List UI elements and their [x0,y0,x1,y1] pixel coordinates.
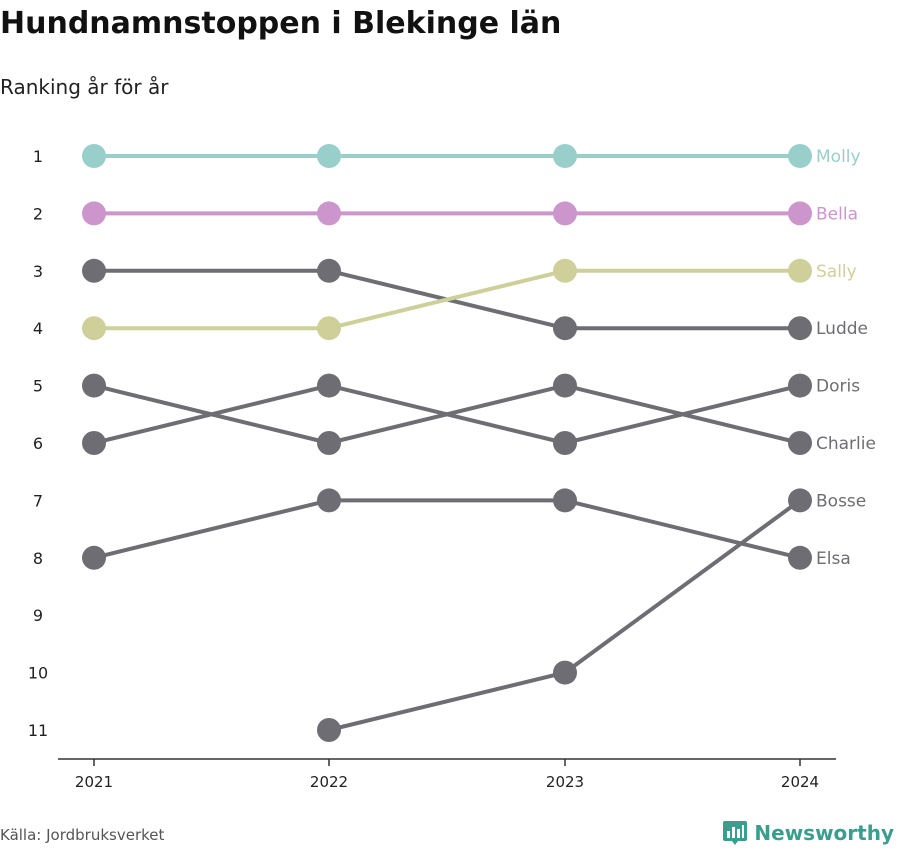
series-label-charlie: Charlie [816,434,876,454]
data-point-ludde [82,258,106,283]
data-point-bella [317,201,341,226]
series-line-elsa [92,498,802,560]
chart-title: Hundnamnstoppen i Blekinge län [0,6,562,41]
brand-logo[interactable]: Newsworthy [722,820,894,846]
series-line-bosse [327,498,802,732]
data-point-doris [788,373,812,398]
data-point-molly [82,144,106,168]
data-point-elsa [788,545,812,570]
y-tick-label: 7 [33,491,43,510]
data-point-sally [82,316,106,341]
y-tick-label: 6 [33,434,43,453]
series-line-charlie [92,383,802,445]
y-tick-label: 2 [33,204,43,223]
y-tick-label: 8 [33,549,43,568]
data-point-doris [553,431,577,455]
x-tick-label: 2024 [781,773,819,791]
data-point-charlie [317,431,341,455]
data-point-sally [788,258,812,283]
series-label-ludde: Ludde [816,319,868,339]
data-point-sally [553,258,577,283]
x-tick-label: 2022 [310,773,348,791]
data-point-elsa [82,545,106,570]
data-point-doris [82,431,106,455]
data-point-ludde [317,258,341,283]
data-point-molly [553,144,577,168]
chart-subtitle: Ranking år för år [0,75,169,99]
series-label-elsa: Elsa [816,549,851,569]
data-point-bella [82,201,106,226]
series-label-sally: Sally [816,262,857,282]
data-point-elsa [317,488,341,513]
series-line-sally [92,268,802,331]
y-tick-label: 11 [28,721,48,740]
data-point-bosse [788,488,812,513]
data-point-ludde [553,316,577,341]
y-tick-label: 9 [33,606,43,625]
data-point-bella [553,201,577,226]
data-point-bosse [317,718,341,742]
data-point-charlie [553,373,577,398]
data-point-ludde [788,316,812,341]
data-point-bella [788,201,812,226]
series-labels: Ludde Doris Charlie Bosse Elsa Molly Bella Sall… [816,147,876,569]
y-tick-label: 1 [33,147,43,166]
data-point-doris [317,373,341,398]
x-tick-label: 2023 [546,773,584,791]
series-label-molly: Molly [816,147,861,167]
data-point-molly [788,144,812,168]
axis-ticks: 1 2 3 4 5 6 7 8 9 10 11 2021 2022 2023 2024 [28,147,819,791]
series-label-bosse: Bosse [816,491,866,511]
x-tick-label: 2021 [75,773,113,791]
data-point-charlie [82,373,106,398]
data-point-charlie [788,431,812,455]
data-point-elsa [553,488,577,513]
y-tick-label: 5 [33,377,43,396]
series-label-bella: Bella [816,204,858,224]
y-tick-label: 4 [33,319,43,338]
series-lines [92,154,802,732]
series-points [82,144,812,742]
data-point-molly [317,144,341,168]
y-tick-label: 3 [33,262,43,281]
brand-name: Newsworthy [754,821,894,845]
y-tick-label: 10 [28,664,48,683]
data-point-sally [317,316,341,341]
series-label-doris: Doris [816,377,860,397]
source-note: Källa: Jordbruksverket [0,826,165,844]
data-point-bosse [553,660,577,685]
newsworthy-logo-icon [723,821,748,845]
